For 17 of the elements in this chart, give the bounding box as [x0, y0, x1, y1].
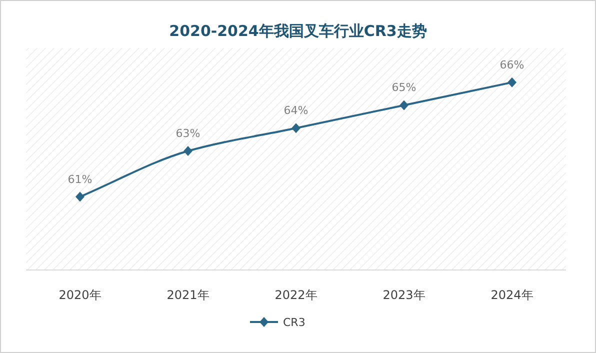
point	[400, 100, 408, 110]
point	[292, 123, 300, 134]
data-label: 63%	[176, 126, 200, 140]
x-tick-label: 2022年	[274, 288, 318, 302]
data-label: 61%	[68, 172, 92, 186]
x-tick-label: 2023年	[382, 288, 426, 302]
point	[508, 77, 516, 88]
point	[76, 192, 84, 202]
x-tick-label: 2020年	[58, 288, 102, 302]
data-label: 64%	[284, 104, 308, 118]
chart-title: 2020-2024年我国叉车行业CR3走势	[169, 22, 427, 40]
legend-label: CR3	[283, 316, 306, 329]
point	[184, 146, 192, 156]
x-tick-label: 2024年	[490, 288, 534, 302]
data-label: 65%	[392, 81, 416, 94]
x-tick-label: 2021年	[166, 288, 210, 302]
data-label: 66%	[500, 58, 524, 72]
